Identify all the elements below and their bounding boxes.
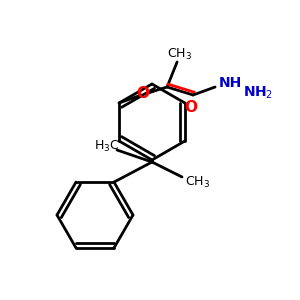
Text: NH$_2$: NH$_2$ [243,85,273,101]
Text: CH$_3$: CH$_3$ [167,46,192,62]
Text: NH: NH [219,76,242,90]
Text: O: O [136,85,150,100]
Text: CH$_3$: CH$_3$ [185,174,210,190]
Text: O: O [184,100,198,115]
Text: H$_3$C: H$_3$C [94,138,120,154]
